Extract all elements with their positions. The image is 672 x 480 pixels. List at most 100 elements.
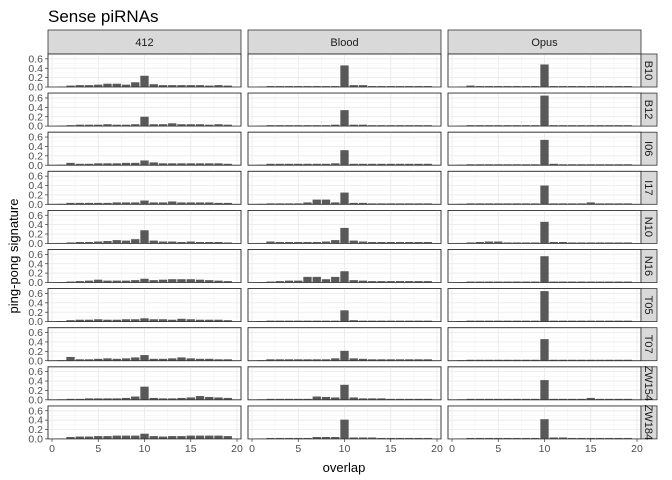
x-tick-label: 15 [185, 443, 197, 455]
y-tick-label: 0.2 [28, 229, 43, 241]
bar [205, 163, 214, 166]
bar [623, 281, 632, 283]
x-tick-label: 10 [539, 443, 551, 455]
bar [214, 280, 223, 283]
bar [558, 398, 568, 400]
bar [94, 358, 103, 361]
bar [531, 242, 540, 244]
y-tick-label: 0.6 [28, 405, 43, 417]
bar [186, 241, 195, 244]
bar [168, 398, 177, 400]
bar [605, 320, 614, 322]
bar [66, 125, 75, 127]
bar [368, 359, 377, 361]
x-tick-label: 10 [339, 443, 351, 455]
panel-border [247, 53, 442, 88]
bar [303, 359, 312, 361]
bar [205, 85, 214, 87]
y-axis-title: ping-pong signature [6, 199, 21, 314]
bar [84, 280, 94, 283]
bar [84, 359, 94, 361]
bar [321, 163, 331, 166]
bar [414, 203, 423, 205]
row-strip [640, 405, 658, 440]
bar [312, 163, 321, 166]
panel-blood-n16 [247, 249, 442, 283]
bar [423, 398, 432, 400]
bar [540, 380, 549, 400]
bar [94, 319, 103, 322]
bar [275, 203, 284, 205]
bar [605, 281, 614, 283]
bar [595, 242, 605, 244]
y-tick-label: 0.4 [28, 337, 43, 349]
bar [568, 242, 577, 244]
x-tick-label: 0 [249, 443, 255, 455]
bar [331, 437, 340, 439]
bar [405, 86, 414, 87]
bar [112, 319, 121, 322]
panel-blood-t05 [247, 288, 442, 323]
y-tick-label: 0.6 [28, 249, 43, 261]
bar [484, 86, 494, 87]
bar [112, 358, 121, 361]
bar [223, 163, 232, 166]
bar [266, 320, 275, 322]
bar [121, 84, 131, 87]
bar [205, 319, 214, 322]
bar [423, 320, 432, 322]
row-strip [640, 366, 658, 401]
bar [312, 276, 321, 283]
bar [623, 125, 632, 127]
bar [623, 242, 632, 244]
bar [386, 398, 395, 400]
panel-border [47, 327, 242, 362]
bar [66, 398, 75, 400]
bar [284, 163, 294, 166]
bar [186, 124, 195, 127]
bar [466, 164, 475, 166]
bar [405, 359, 414, 361]
bar [494, 398, 503, 400]
bar [177, 163, 186, 166]
bar [568, 320, 577, 322]
bar [284, 203, 294, 205]
bar [395, 163, 405, 166]
bar [395, 241, 405, 244]
bar [294, 398, 303, 400]
bar [531, 398, 540, 400]
bar [614, 437, 623, 439]
row-strip [640, 53, 658, 88]
bar [405, 241, 414, 244]
panel-border [247, 209, 442, 244]
bar [121, 280, 131, 283]
bar [512, 86, 521, 87]
row-strip-label: I17 [642, 180, 654, 195]
bar [168, 163, 177, 166]
bar [423, 281, 432, 283]
bar [205, 124, 214, 127]
bar [223, 85, 232, 87]
bar [303, 202, 312, 205]
bar [121, 435, 131, 439]
bar [605, 164, 614, 166]
bar [475, 320, 484, 322]
bar [140, 200, 149, 205]
bar [223, 242, 232, 244]
bar [340, 384, 349, 400]
bar [186, 319, 195, 322]
bar [466, 437, 475, 439]
bar [494, 86, 503, 87]
bar [84, 398, 94, 400]
y-tick-label: 0.2 [28, 150, 43, 162]
bar [558, 203, 568, 205]
bar [214, 435, 223, 439]
bar [586, 125, 595, 127]
y-tick-label: 0.2 [28, 385, 43, 397]
bar [284, 280, 294, 283]
bar [531, 359, 540, 361]
bar [275, 163, 284, 166]
bar [568, 281, 577, 283]
bar [103, 319, 112, 322]
